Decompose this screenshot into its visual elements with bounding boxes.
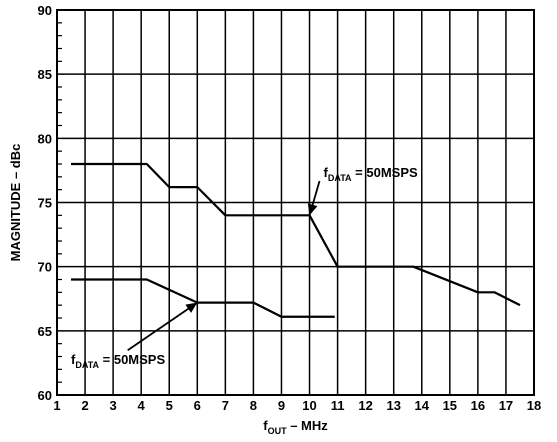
x-tick-label: 6 — [194, 398, 201, 413]
annotation-arrowhead-2 — [185, 302, 198, 313]
annotation-label-1: fDATA = 50MSPS — [324, 165, 418, 183]
x-tick-label: 2 — [81, 398, 88, 413]
series-line-1 — [71, 162, 521, 307]
x-tick-label: 4 — [138, 398, 146, 413]
x-tick-label: 8 — [250, 398, 257, 413]
y-tick-label: 60 — [38, 388, 52, 403]
x-tick-labels: 1 2 3 4 5 6 7 8 9 10 11 12 13 14 15 16 17 18 — [53, 398, 541, 413]
y-tick-label: 75 — [38, 196, 52, 211]
annotations: fDATA = 50MSPS fDATA = 50MSPS — [71, 165, 418, 370]
annotation-arrow-2 — [127, 301, 198, 351]
x-axis-label-rest: – MHz — [287, 418, 329, 433]
y-tick-label: 70 — [38, 260, 52, 275]
series-line-2 — [71, 278, 335, 318]
annotation-arrowhead-1 — [307, 203, 318, 216]
x-tick-label: 1 — [53, 398, 60, 413]
x-tick-label: 16 — [471, 398, 485, 413]
y-tick-labels: 60 65 70 75 80 85 90 — [38, 3, 52, 403]
x-tick-label: 15 — [443, 398, 457, 413]
x-tick-label: 12 — [358, 398, 372, 413]
y-axis-label: MAGNITUDE – dBc — [8, 144, 23, 262]
x-tick-label: 18 — [527, 398, 541, 413]
x-tick-label: 11 — [331, 398, 345, 413]
grid — [57, 10, 534, 395]
y-tick-label: 90 — [38, 3, 52, 18]
x-tick-label: 5 — [166, 398, 173, 413]
annotation-label-2: fDATA = 50MSPS — [71, 352, 165, 370]
x-axis-label-main: f — [263, 418, 268, 433]
y-tick-label: 80 — [38, 131, 52, 146]
x-tick-label: 7 — [222, 398, 229, 413]
series-lines — [71, 162, 521, 318]
x-axis-label: fOUT – MHz — [263, 418, 328, 436]
x-tick-label: 13 — [386, 398, 400, 413]
plot-frame — [56, 9, 535, 396]
x-tick-label: 10 — [302, 398, 316, 413]
x-tick-label: 9 — [278, 398, 285, 413]
y-tick-label: 85 — [38, 67, 52, 82]
x-axis-label-sub: OUT — [268, 426, 288, 436]
y-tick-label: 65 — [38, 324, 52, 339]
x-tick-label: 14 — [415, 398, 430, 413]
x-tick-label: 3 — [110, 398, 117, 413]
x-tick-label: 17 — [499, 398, 513, 413]
